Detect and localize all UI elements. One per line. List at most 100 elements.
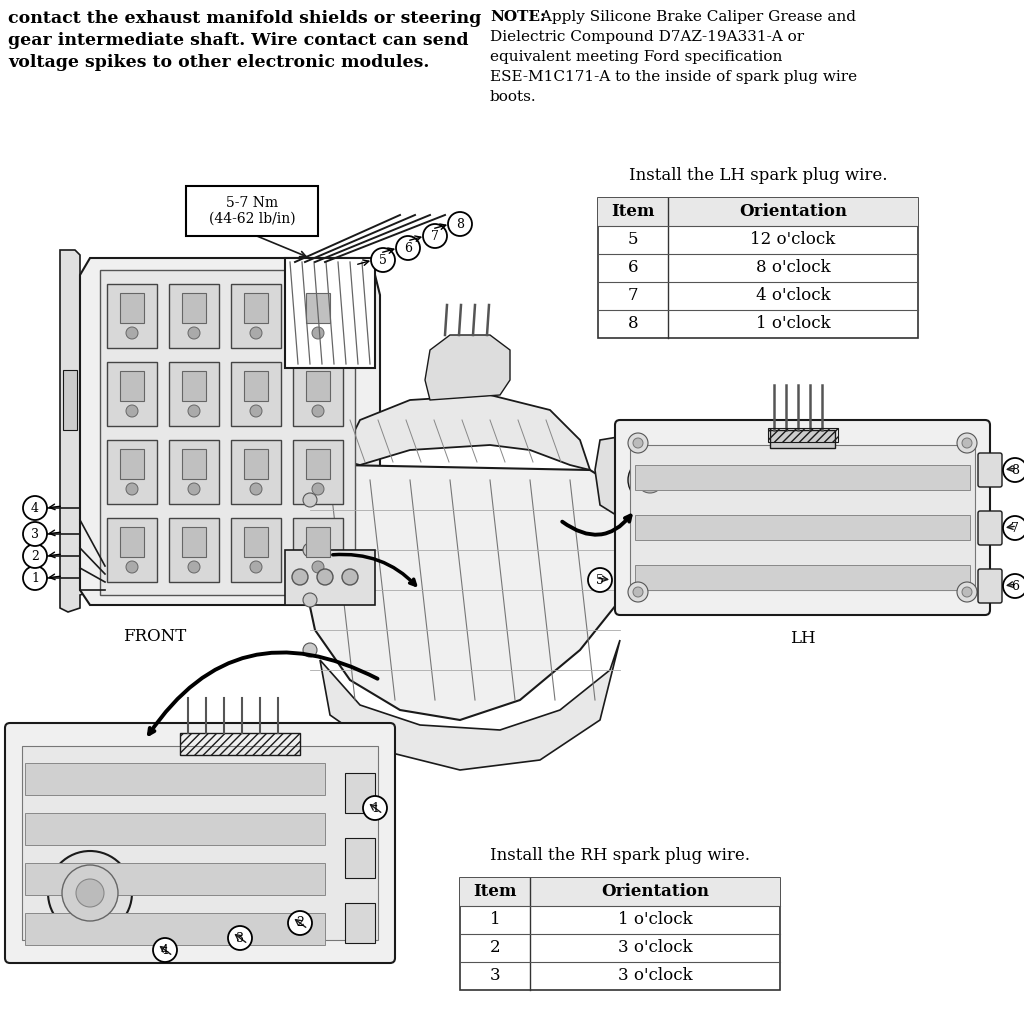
FancyBboxPatch shape — [231, 284, 281, 348]
Text: 2: 2 — [489, 939, 501, 956]
Circle shape — [126, 406, 138, 417]
Circle shape — [588, 568, 612, 592]
Circle shape — [62, 865, 118, 921]
Bar — [244, 527, 268, 557]
Text: 7: 7 — [628, 288, 638, 304]
FancyBboxPatch shape — [615, 420, 990, 615]
Circle shape — [312, 406, 324, 417]
Text: 12 o'clock: 12 o'clock — [751, 231, 836, 249]
Text: 5: 5 — [596, 573, 604, 587]
Circle shape — [317, 569, 333, 585]
Bar — [182, 449, 206, 479]
Bar — [635, 465, 970, 490]
Text: Orientation: Orientation — [739, 204, 847, 220]
Bar — [63, 370, 77, 430]
Bar — [598, 198, 918, 226]
Circle shape — [1002, 574, 1024, 598]
Circle shape — [962, 438, 972, 449]
Bar — [244, 293, 268, 323]
Bar — [100, 270, 355, 595]
Bar — [25, 863, 325, 895]
Text: 3: 3 — [236, 932, 244, 944]
Text: gear intermediate shaft. Wire contact can send: gear intermediate shaft. Wire contact ca… — [8, 32, 469, 49]
Text: 2: 2 — [31, 550, 39, 562]
Circle shape — [188, 483, 200, 495]
Text: 3 o'clock: 3 o'clock — [617, 968, 692, 984]
FancyBboxPatch shape — [106, 518, 157, 582]
Circle shape — [153, 938, 177, 962]
Bar — [120, 527, 144, 557]
Circle shape — [250, 561, 262, 573]
FancyBboxPatch shape — [978, 453, 1002, 487]
Text: 1: 1 — [31, 571, 39, 585]
Bar — [25, 813, 325, 845]
Text: 3 o'clock: 3 o'clock — [617, 939, 692, 956]
FancyBboxPatch shape — [106, 362, 157, 426]
Circle shape — [23, 522, 47, 546]
Polygon shape — [319, 640, 620, 770]
Text: Item: Item — [473, 884, 517, 900]
Bar — [120, 449, 144, 479]
Text: 6: 6 — [1011, 580, 1019, 593]
Circle shape — [312, 483, 324, 495]
FancyBboxPatch shape — [293, 284, 343, 348]
Polygon shape — [425, 335, 510, 400]
Bar — [345, 903, 375, 943]
Circle shape — [188, 327, 200, 339]
Bar — [22, 746, 378, 940]
Circle shape — [312, 327, 324, 339]
Text: voltage spikes to other electronic modules.: voltage spikes to other electronic modul… — [8, 54, 429, 71]
Bar — [306, 527, 330, 557]
Bar — [285, 550, 375, 605]
Circle shape — [48, 851, 132, 935]
Polygon shape — [340, 395, 590, 470]
Circle shape — [126, 327, 138, 339]
Circle shape — [76, 879, 104, 907]
Text: 1: 1 — [489, 911, 501, 929]
Bar — [635, 515, 970, 540]
Circle shape — [423, 224, 447, 248]
Circle shape — [312, 561, 324, 573]
Bar — [345, 838, 375, 878]
FancyBboxPatch shape — [231, 440, 281, 504]
Text: 3: 3 — [489, 968, 501, 984]
Text: NOTE:: NOTE: — [490, 10, 546, 24]
Circle shape — [628, 458, 672, 502]
Bar — [306, 449, 330, 479]
Circle shape — [957, 582, 977, 602]
Bar — [598, 198, 918, 338]
FancyBboxPatch shape — [169, 518, 219, 582]
FancyBboxPatch shape — [293, 518, 343, 582]
Text: Dielectric Compound D7AZ-19A331-A or: Dielectric Compound D7AZ-19A331-A or — [490, 30, 804, 44]
Text: Install the RH spark plug wire.: Install the RH spark plug wire. — [490, 847, 750, 864]
Text: ESE-M1C171-A to the inside of spark plug wire: ESE-M1C171-A to the inside of spark plug… — [490, 70, 857, 84]
Text: contact the exhaust manifold shields or steering: contact the exhaust manifold shields or … — [8, 10, 481, 27]
Text: Item: Item — [611, 204, 654, 220]
FancyBboxPatch shape — [169, 362, 219, 426]
Bar — [306, 293, 330, 323]
Circle shape — [23, 496, 47, 520]
Circle shape — [633, 438, 643, 449]
Text: 7: 7 — [431, 229, 439, 243]
FancyBboxPatch shape — [169, 284, 219, 348]
Circle shape — [637, 467, 663, 493]
Circle shape — [188, 561, 200, 573]
FancyBboxPatch shape — [978, 569, 1002, 603]
Bar — [25, 763, 325, 795]
FancyBboxPatch shape — [231, 518, 281, 582]
Circle shape — [633, 587, 643, 597]
Circle shape — [292, 569, 308, 585]
Text: Orientation: Orientation — [601, 884, 709, 900]
Circle shape — [126, 483, 138, 495]
Text: 4: 4 — [161, 943, 169, 956]
Text: 6: 6 — [628, 259, 638, 276]
Text: 5: 5 — [628, 231, 638, 249]
FancyBboxPatch shape — [293, 440, 343, 504]
FancyBboxPatch shape — [231, 362, 281, 426]
FancyBboxPatch shape — [293, 362, 343, 426]
FancyBboxPatch shape — [186, 186, 318, 236]
Circle shape — [1002, 516, 1024, 540]
Circle shape — [288, 911, 312, 935]
Circle shape — [188, 406, 200, 417]
Polygon shape — [60, 250, 95, 612]
